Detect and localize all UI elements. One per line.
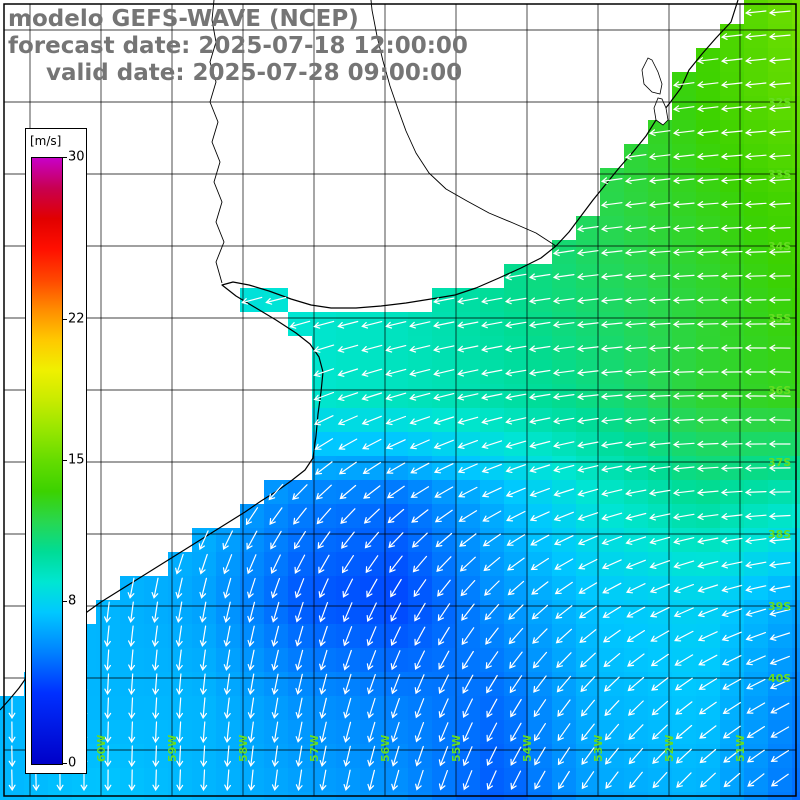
colorbar-tick-mark	[62, 157, 67, 158]
svg-text:56W: 56W	[379, 735, 392, 762]
map-frame	[3, 3, 797, 797]
svg-text:60W: 60W	[95, 735, 108, 762]
colorbar-tick-label: 15	[68, 452, 85, 468]
svg-text:37S: 37S	[768, 456, 791, 469]
svg-text:53W: 53W	[592, 735, 605, 762]
svg-text:36S: 36S	[768, 384, 791, 397]
svg-text:54W: 54W	[521, 735, 534, 762]
valid-date-label: valid date: 2025-07-28 09:00:00	[46, 60, 463, 86]
svg-text:32S: 32S	[768, 96, 791, 109]
model-title: modelo GEFS-WAVE (NCEP)	[8, 6, 359, 32]
colorbar: [m/s] 30 22 15 8 0	[25, 128, 87, 774]
colorbar-unit-label: [m/s]	[30, 134, 62, 148]
svg-text:40S: 40S	[768, 672, 791, 685]
svg-text:57W: 57W	[308, 735, 321, 762]
latitude-labels: 32S 33S 34S 35S 36S 37S 38S 39S 40S	[768, 96, 791, 685]
colorbar-ticks: 30 22 15 8 0	[26, 129, 86, 773]
graticule-grid	[4, 4, 796, 796]
wave-direction-arrows	[8, 9, 791, 792]
country-borders	[209, 0, 557, 284]
svg-text:38S: 38S	[768, 528, 791, 541]
svg-text:58W: 58W	[237, 735, 250, 762]
colorbar-tick-mark	[62, 318, 67, 320]
colorbar-tick-label: 0	[68, 755, 77, 771]
svg-text:52W: 52W	[663, 735, 676, 762]
svg-text:33S: 33S	[768, 168, 791, 181]
svg-text:34S: 34S	[768, 240, 791, 253]
colorbar-tick-mark	[62, 460, 67, 461]
title-block: modelo GEFS-WAVE (NCEP) forecast date: 2…	[8, 6, 468, 87]
svg-text:59W: 59W	[166, 735, 179, 762]
colorbar-tick-mark	[62, 601, 67, 603]
svg-text:51W: 51W	[734, 735, 747, 762]
colorbar-tick-label: 8	[68, 593, 77, 609]
coastline	[0, 0, 739, 711]
colorbar-tick-mark	[62, 763, 67, 764]
forecast-date-label: forecast date: 2025-07-18 12:00:00	[8, 33, 468, 59]
colorbar-tick-label: 30	[68, 149, 85, 165]
svg-text:35S: 35S	[768, 312, 791, 325]
lagoon-outlines	[641, 57, 669, 126]
svg-text:55W: 55W	[450, 735, 463, 762]
colorbar-tick-label: 22	[68, 311, 85, 327]
svg-text:39S: 39S	[768, 600, 791, 613]
colorbar-gradient	[31, 157, 63, 765]
